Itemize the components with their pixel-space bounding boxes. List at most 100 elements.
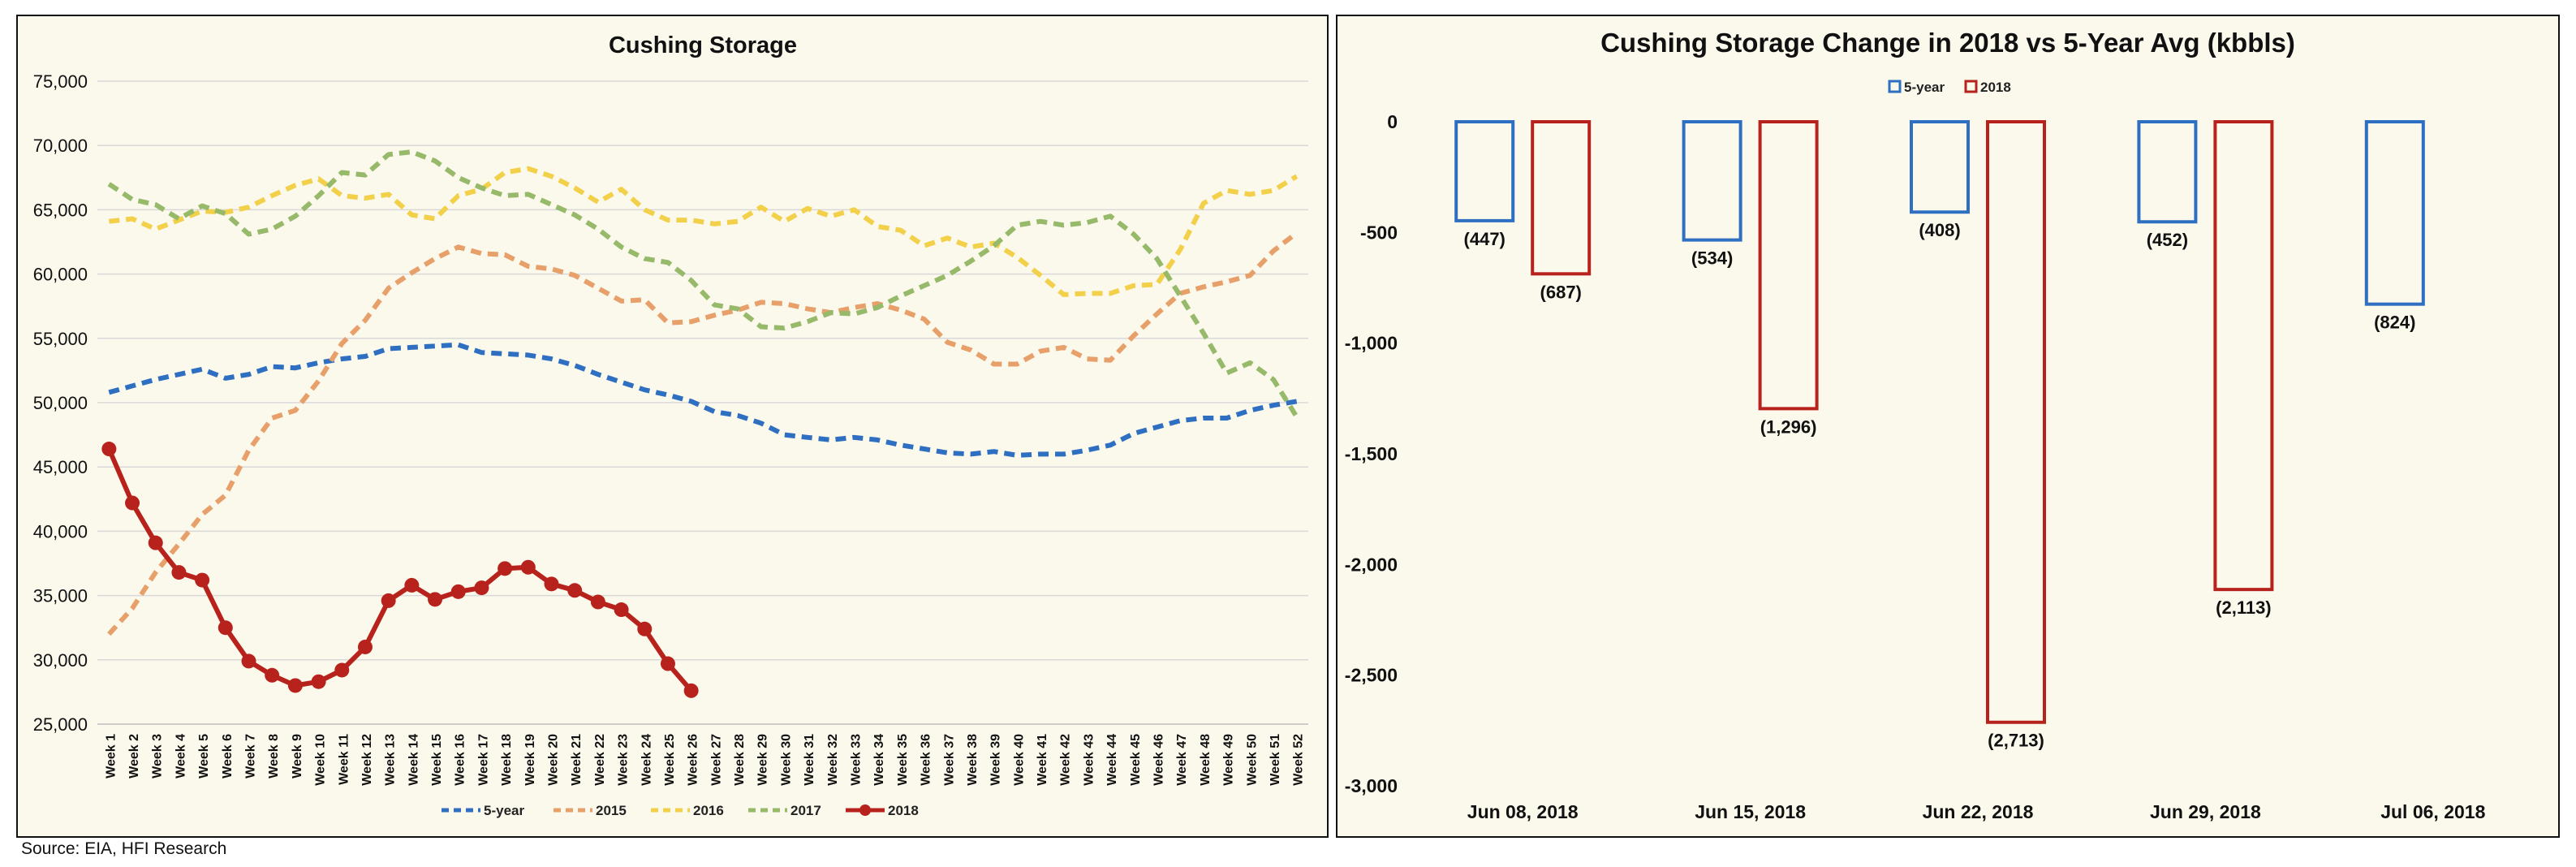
series-line-2018: [106, 447, 693, 692]
y-tick-label: 70,000: [33, 136, 88, 156]
series-marker-2018: [381, 593, 396, 608]
legend-swatch-2018: [1964, 80, 1978, 93]
x-tick-label: Week 44: [1105, 734, 1119, 786]
series-marker-2018: [357, 639, 373, 654]
x-tick-label: Week 13: [384, 734, 398, 786]
y-tick-label: 50,000: [33, 393, 88, 413]
x-tick-label: Week 32: [826, 734, 840, 786]
data-label-5-year: (452): [2147, 230, 2188, 250]
x-tick-label: Week 39: [989, 734, 1003, 786]
series-marker-2018: [544, 576, 559, 592]
x-tick-label: Week 45: [1129, 734, 1143, 786]
x-tick-label: Week 18: [500, 734, 514, 786]
x-tick-label: Week 5: [197, 734, 211, 779]
bar-5-year: [1454, 120, 1515, 222]
x-tick-label: Week 23: [617, 734, 631, 786]
data-label-5-year: (824): [2374, 313, 2415, 333]
data-label-2018: (687): [1540, 282, 1582, 302]
series-marker-2018: [567, 583, 583, 598]
x-tick-label: Week 52: [1292, 734, 1306, 786]
x-tick-label: Week 47: [1175, 734, 1189, 786]
series-marker-2018: [590, 594, 605, 610]
data-label-5-year: (534): [1691, 248, 1733, 269]
y-tick-label: -2,500: [1345, 665, 1398, 686]
series-marker-2018: [311, 674, 326, 689]
storage-change-svg: Cushing Storage Change in 2018 vs 5-Year…: [1345, 28, 2486, 822]
x-tick-label: Week 34: [872, 734, 886, 786]
x-tick-label: Week 10: [314, 734, 328, 786]
x-tick-label: Week 9: [291, 734, 304, 779]
series-marker-2018: [334, 662, 350, 678]
x-tick-label: Jun 22, 2018: [1923, 801, 2034, 822]
data-label-5-year: (408): [1919, 220, 1960, 240]
series-marker-2018: [125, 495, 140, 511]
x-tick-label: Week 8: [267, 734, 281, 779]
x-tick-label: Week 37: [942, 734, 956, 786]
y-tick-label: 35,000: [33, 586, 88, 606]
bar-2018: [1986, 120, 2046, 724]
series-marker-2018: [171, 565, 187, 580]
x-tick-label: Week 16: [454, 734, 467, 786]
bar-2018: [2213, 120, 2274, 592]
bar-5-year: [2137, 120, 2198, 224]
series-marker-2018: [660, 656, 675, 671]
x-tick-label: Week 42: [1059, 734, 1073, 786]
x-tick-label: Week 1: [104, 734, 118, 779]
y-tick-label: -1,000: [1345, 333, 1398, 354]
series-marker-2018: [265, 667, 280, 683]
chart-title: Cushing Storage: [609, 32, 797, 58]
x-tick-label: Week 12: [360, 734, 374, 786]
data-label-2018: (2,713): [1988, 731, 2044, 751]
bar-5-year: [2364, 120, 2425, 306]
chart-title: Cushing Storage Change in 2018 vs 5-Year…: [1600, 28, 2295, 58]
series-marker-2018: [101, 442, 117, 457]
x-tick-label: Week 26: [687, 734, 700, 786]
x-tick-label: Week 51: [1269, 734, 1282, 786]
series-marker-2018: [474, 580, 489, 596]
x-tick-label: Week 21: [570, 734, 584, 786]
series-line-2015: [107, 231, 1299, 636]
data-label-5-year: (447): [1464, 229, 1506, 249]
y-tick-label: -500: [1360, 222, 1398, 243]
bar-5-year: [1910, 120, 1970, 214]
y-tick-label: -1,500: [1345, 443, 1398, 464]
x-tick-label: Week 11: [337, 734, 351, 785]
y-tick-label: 75,000: [33, 71, 88, 92]
x-tick-label: Week 6: [221, 734, 235, 779]
y-tick-label: 60,000: [33, 265, 88, 285]
series-marker-2018: [450, 584, 466, 599]
series-marker-2018: [404, 577, 420, 593]
legend-label-2015: 2015: [596, 803, 627, 818]
x-tick-label: Week 38: [966, 734, 980, 786]
x-tick-label: Week 48: [1199, 734, 1213, 786]
series-marker-2018: [683, 683, 699, 698]
cushing-storage-svg: Cushing Storage 25,000 30,000 35,000 40,000 4…: [33, 32, 1308, 818]
x-tick-label: Jun 08, 2018: [1467, 801, 1579, 822]
x-tick-label: Week 17: [476, 734, 490, 786]
y-tick-label: -3,000: [1345, 775, 1398, 796]
bar-2018: [1531, 120, 1592, 276]
x-tick-label: Week 22: [593, 734, 607, 786]
x-tick-label: Week 15: [430, 734, 444, 786]
x-tick-label: Week 24: [640, 734, 653, 786]
x-tick-label: Week 14: [407, 734, 420, 786]
x-tick-label: Week 28: [733, 734, 747, 786]
data-label-2018: (1,296): [1760, 416, 1817, 437]
y-tick-label: 40,000: [33, 521, 88, 541]
x-tick-label: Week 43: [1082, 734, 1096, 786]
series-marker-2018: [218, 620, 233, 636]
x-tick-label: Week 49: [1222, 734, 1236, 786]
x-tick-label: Week 7: [244, 734, 258, 779]
x-tick-label: Week 31: [803, 734, 816, 786]
x-tick-label: Week 2: [127, 734, 141, 779]
y-tick-label: 65,000: [33, 200, 88, 220]
series-line-2016: [108, 166, 1299, 297]
bar-2018: [1758, 120, 1819, 411]
x-tick-label: Week 40: [1012, 734, 1026, 786]
x-tick-label: Week 4: [174, 734, 187, 779]
x-tick-label: Week 3: [151, 734, 165, 779]
series-marker-2018: [498, 561, 513, 576]
legend-marker-2018: [859, 804, 871, 816]
x-tick-label: Week 20: [547, 734, 561, 786]
legend-label-5-year: 5-year: [484, 803, 524, 818]
